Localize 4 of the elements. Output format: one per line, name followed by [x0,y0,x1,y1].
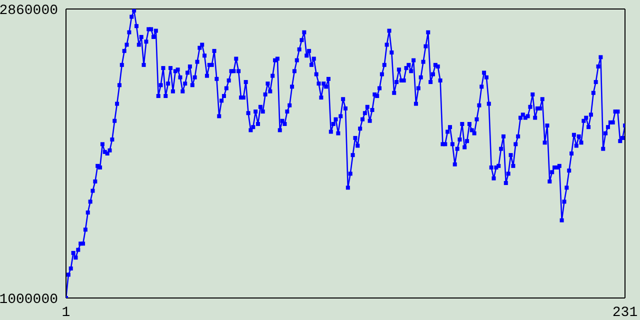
x-tick-label: 1 [62,304,70,320]
y-tick-label: 2860000 [0,2,58,19]
y-tick-label: 1000000 [0,292,58,308]
x-tick-label: 231 [612,304,638,320]
